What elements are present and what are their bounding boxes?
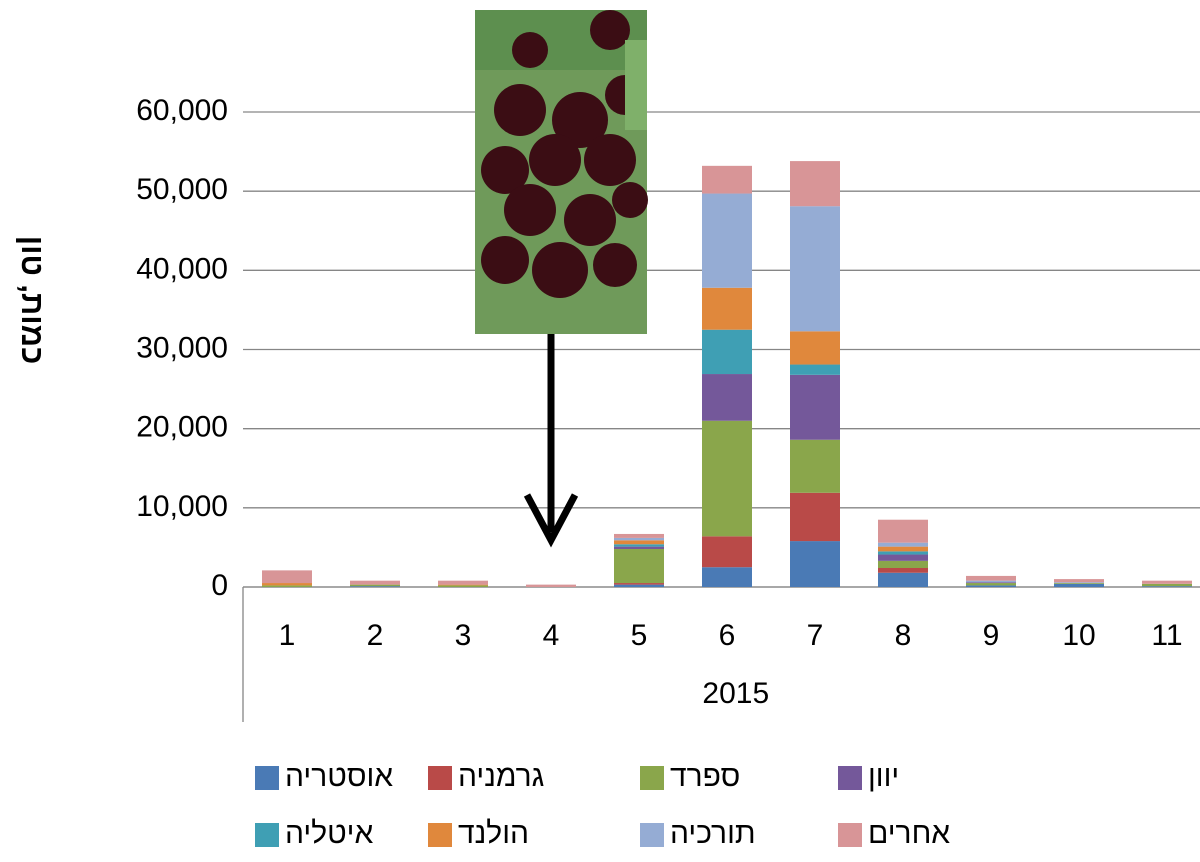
cherry-picture [475, 10, 648, 548]
bar-segment [614, 549, 664, 584]
bar-segment [350, 586, 400, 587]
x-tick-label: 11 [1151, 619, 1182, 652]
legend-label: איטליה [285, 817, 373, 850]
legend-label: גרמניה [458, 760, 544, 793]
bar-segment [614, 583, 664, 585]
bar-segment [1054, 579, 1104, 583]
bar-segment [614, 584, 664, 587]
legend-swatch [838, 766, 862, 790]
bar-segment [438, 585, 488, 587]
legend-swatch [428, 823, 452, 847]
x-tick-label: 3 [455, 619, 472, 652]
bar-segment [790, 492, 840, 542]
bar-segment [878, 542, 928, 547]
bar-segment [614, 544, 664, 547]
bar-segment [614, 533, 664, 538]
bar-segment [702, 567, 752, 587]
bar-segment [702, 329, 752, 375]
x-tick-label: 5 [631, 619, 648, 652]
bar-segment [702, 287, 752, 330]
y-tick-label: 50,000 [136, 173, 228, 206]
x-tick-label: 1 [279, 619, 296, 652]
bar-segment [878, 560, 928, 568]
bar-segment [438, 584, 488, 586]
bar-segment [790, 331, 840, 365]
bar-segment [350, 584, 400, 587]
x-tick-label: 4 [543, 619, 560, 652]
bar-segment [966, 582, 1016, 584]
legend-swatch [838, 823, 862, 847]
bar-segment [966, 585, 1016, 587]
bar-segment [702, 165, 752, 194]
bar-segment [702, 374, 752, 421]
bar-segment [438, 580, 488, 585]
x-tick-label: 7 [807, 619, 824, 652]
legend-swatch [255, 766, 279, 790]
x-tick-label: 6 [719, 619, 736, 652]
bar-segment [702, 193, 752, 288]
bar-segment [878, 551, 928, 555]
y-tick-label: 40,000 [136, 252, 228, 285]
y-tick-label: 20,000 [136, 411, 228, 444]
bar-segment [966, 575, 1016, 581]
bar-segment [350, 580, 400, 585]
legend-swatch [640, 823, 664, 847]
legend-label: הולנד [458, 817, 529, 850]
bar-segment [790, 161, 840, 207]
bar-segment [878, 572, 928, 587]
bar-segment [878, 519, 928, 543]
bar-segment [966, 583, 1016, 586]
x-tick-label: 2 [367, 619, 384, 652]
y-tick-label: 30,000 [136, 331, 228, 364]
bar-segment [790, 541, 840, 587]
bar-segment [262, 585, 312, 587]
y-tick-label: 0 [211, 569, 228, 602]
legend-swatch [428, 766, 452, 790]
bar-segment [878, 546, 928, 552]
bar-segment [790, 374, 840, 440]
bar-segment [1142, 586, 1192, 587]
legend-swatch [640, 766, 664, 790]
bar-segment [878, 568, 928, 573]
x-tick-label: 9 [983, 619, 1000, 652]
legend-label: אחרים [868, 817, 950, 850]
bar-segment [702, 536, 752, 568]
bar-segment [614, 540, 664, 545]
bar-segment [526, 584, 576, 587]
bar-segment [702, 420, 752, 537]
bar-segment [1054, 582, 1104, 584]
bar-segment [790, 206, 840, 332]
bar-segment [878, 554, 928, 561]
group-label: 2015 [702, 677, 769, 710]
legend-swatch [255, 823, 279, 847]
bar-segment [262, 570, 312, 584]
bar-segment [1054, 583, 1104, 584]
legend-label: יוון [868, 760, 899, 793]
bar-segment [966, 580, 1016, 583]
y-tick-label: 60,000 [136, 94, 228, 127]
bar-segment [1142, 580, 1192, 584]
legend-label: ספרד [670, 760, 740, 793]
bar-segment [1054, 583, 1104, 587]
y-axis-label: כמות, טון [15, 236, 50, 365]
x-tick-label: 8 [895, 619, 912, 652]
y-tick-label: 10,000 [136, 490, 228, 523]
bar-segment [614, 546, 664, 549]
legend-label: תורכיה [670, 817, 756, 850]
bar-segment [614, 537, 664, 541]
x-tick-label: 10 [1062, 619, 1095, 652]
bar-segment [790, 364, 840, 375]
bar-segment [262, 583, 312, 586]
bar-segment [1142, 583, 1192, 587]
bar-segment [790, 439, 840, 493]
legend-label: אוסטריה [285, 760, 393, 793]
